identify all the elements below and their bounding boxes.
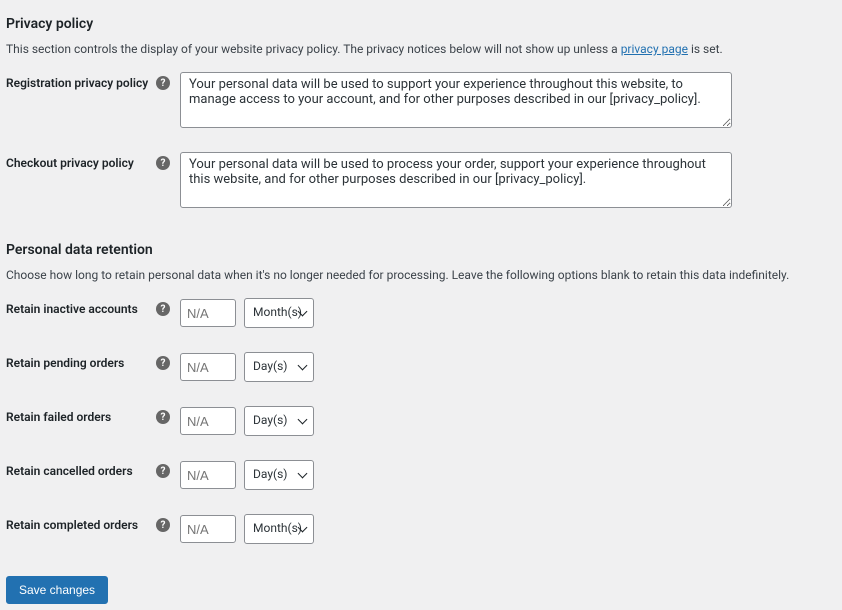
retain-inactive-accounts-row: Retain inactive accounts Month(s) [6,298,836,328]
retain-completed-label: Retain completed orders [6,518,138,532]
retain-pending-orders-row: Retain pending orders Day(s) [6,352,836,382]
select-text: Month(s) [253,521,302,535]
select-text: Day(s) [253,359,287,373]
retain-cancelled-input[interactable] [180,461,236,489]
select-text: Day(s) [253,413,287,427]
retain-cancelled-orders-row: Retain cancelled orders Day(s) [6,460,836,490]
help-icon[interactable] [156,156,170,170]
retain-failed-unit-select[interactable]: Day(s) [244,406,314,436]
privacy-policy-heading: Privacy policy [6,6,836,32]
checkout-privacy-textarea[interactable] [180,152,732,208]
checkout-privacy-label: Checkout privacy policy [6,156,134,170]
chevron-down-icon [299,526,307,534]
retention-desc: Choose how long to retain personal data … [6,268,836,282]
registration-privacy-label: Registration privacy policy [6,76,148,90]
help-icon[interactable] [156,410,170,424]
help-icon[interactable] [156,302,170,316]
retain-failed-label: Retain failed orders [6,410,111,424]
help-icon[interactable] [156,76,170,90]
help-icon[interactable] [156,518,170,532]
registration-privacy-row: Registration privacy policy [6,72,836,132]
retain-pending-label: Retain pending orders [6,356,124,370]
retain-completed-input[interactable] [180,515,236,543]
chevron-down-icon [299,310,307,318]
privacy-desc-prefix: This section controls the display of you… [6,42,621,56]
retain-completed-orders-row: Retain completed orders Month(s) [6,514,836,544]
privacy-policy-desc: This section controls the display of you… [6,42,836,56]
retain-pending-unit-select[interactable]: Day(s) [244,352,314,382]
retain-cancelled-unit-select[interactable]: Day(s) [244,460,314,490]
retain-failed-orders-row: Retain failed orders Day(s) [6,406,836,436]
retention-heading: Personal data retention [6,232,836,258]
registration-privacy-textarea[interactable] [180,72,732,128]
help-icon[interactable] [156,464,170,478]
privacy-page-link[interactable]: privacy page [621,42,688,56]
retain-cancelled-label: Retain cancelled orders [6,464,133,478]
retain-inactive-unit-select[interactable]: Month(s) [244,298,314,328]
retain-pending-input[interactable] [180,353,236,381]
select-text: Month(s) [253,305,302,319]
chevron-down-icon [299,418,307,426]
help-icon[interactable] [156,356,170,370]
retain-inactive-label: Retain inactive accounts [6,302,138,316]
retain-failed-input[interactable] [180,407,236,435]
retain-inactive-input[interactable] [180,299,236,327]
retain-completed-unit-select[interactable]: Month(s) [244,514,314,544]
chevron-down-icon [299,364,307,372]
privacy-desc-suffix: is set. [688,42,723,56]
save-changes-button[interactable]: Save changes [6,576,108,604]
chevron-down-icon [299,472,307,480]
select-text: Day(s) [253,467,287,481]
checkout-privacy-row: Checkout privacy policy [6,152,836,212]
